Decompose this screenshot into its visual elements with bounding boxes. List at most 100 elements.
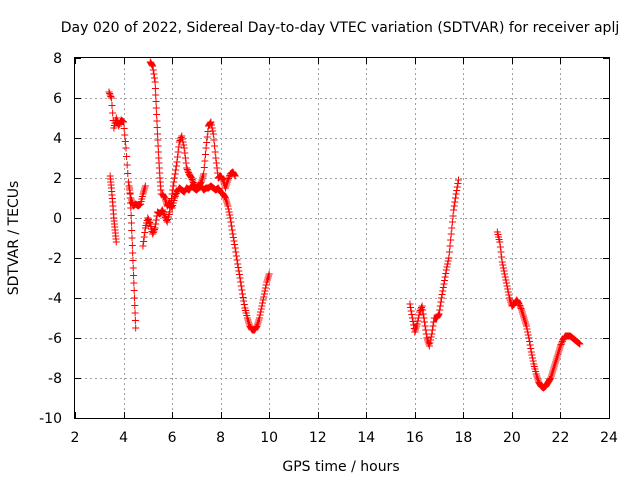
- data-point: [237, 282, 245, 290]
- data-point: [526, 341, 534, 349]
- data-point: [262, 281, 270, 289]
- data-point: [120, 118, 128, 126]
- data-point: [502, 279, 510, 287]
- data-point: [501, 270, 509, 278]
- data-point: [515, 300, 523, 308]
- data-point: [257, 308, 265, 316]
- data-point: [131, 302, 139, 309]
- data-point: [128, 234, 136, 242]
- data-point: [420, 314, 428, 322]
- data-point: [238, 290, 246, 298]
- data-point: [576, 340, 584, 348]
- series-s5: [139, 118, 239, 250]
- data-point: [524, 331, 532, 339]
- data-point: [414, 317, 422, 325]
- data-point: [525, 334, 533, 342]
- data-points: [105, 58, 584, 392]
- data-point: [152, 216, 160, 224]
- data-point: [447, 236, 455, 244]
- data-point: [170, 178, 178, 186]
- y-tick-label: 8: [53, 51, 62, 67]
- data-point: [181, 154, 189, 162]
- data-point: [258, 302, 266, 310]
- data-point: [445, 254, 453, 262]
- grid-lines: [75, 58, 609, 418]
- data-point: [442, 266, 450, 274]
- data-point: [527, 345, 535, 352]
- data-point: [158, 206, 166, 214]
- data-point: [177, 134, 185, 141]
- data-point: [189, 177, 197, 185]
- data-point: [449, 212, 457, 220]
- data-point: [201, 151, 209, 158]
- x-tick-label: 20: [503, 430, 521, 446]
- data-point: [240, 301, 248, 308]
- data-point: [149, 62, 157, 70]
- data-point: [130, 294, 138, 302]
- data-point: [516, 303, 524, 311]
- data-point: [527, 348, 535, 356]
- data-point: [128, 227, 136, 234]
- data-point: [445, 248, 453, 256]
- data-point: [153, 124, 161, 131]
- data-point: [130, 279, 138, 287]
- data-point: [446, 242, 454, 250]
- data-point: [152, 220, 160, 228]
- data-point: [123, 161, 131, 169]
- data-point: [178, 132, 186, 140]
- data-point: [188, 174, 196, 182]
- data-point: [141, 182, 149, 190]
- data-point: [496, 238, 504, 246]
- data-point: [224, 202, 232, 210]
- data-point: [558, 339, 566, 347]
- data-point: [227, 218, 235, 226]
- data-point: [448, 224, 456, 232]
- data-point: [108, 102, 116, 109]
- data-point: [160, 193, 168, 201]
- data-point: [230, 237, 238, 245]
- x-tick-label: 12: [309, 430, 327, 446]
- data-point: [503, 282, 511, 290]
- data-point: [451, 198, 459, 206]
- series-s4: [146, 58, 165, 198]
- data-point: [444, 260, 452, 268]
- data-point: [149, 230, 157, 238]
- data-point: [235, 267, 243, 275]
- data-point: [239, 294, 247, 301]
- data-point: [443, 263, 451, 271]
- data-point: [438, 294, 446, 302]
- data-point: [225, 205, 233, 213]
- x-axis-tick-labels: 2 4 6 8 10 12 14 16 18 20 22 24: [71, 430, 618, 446]
- data-point: [233, 256, 241, 264]
- data-point: [231, 241, 239, 248]
- data-point: [237, 278, 245, 286]
- data-point: [256, 311, 264, 319]
- data-point: [498, 258, 506, 266]
- data-point: [112, 238, 120, 246]
- x-tick-label: 6: [168, 430, 177, 446]
- data-point: [127, 219, 135, 227]
- data-point: [526, 338, 534, 345]
- data-point: [181, 149, 189, 157]
- data-point: [150, 226, 158, 233]
- data-point: [172, 191, 180, 199]
- data-point: [121, 138, 129, 145]
- data-point: [150, 74, 158, 82]
- data-point: [232, 252, 240, 260]
- data-point: [201, 157, 209, 165]
- data-point: [261, 287, 269, 295]
- data-point: [225, 173, 233, 181]
- data-point: [124, 178, 132, 186]
- data-point: [440, 280, 448, 288]
- data-point: [450, 202, 458, 210]
- data-point: [146, 219, 154, 226]
- data-point: [212, 154, 220, 162]
- data-point: [106, 91, 114, 99]
- data-point: [524, 328, 532, 336]
- data-point: [174, 153, 182, 161]
- data-point: [209, 127, 217, 135]
- data-point: [225, 208, 233, 216]
- data-point: [154, 136, 162, 144]
- data-point: [435, 310, 443, 318]
- data-point: [504, 285, 512, 293]
